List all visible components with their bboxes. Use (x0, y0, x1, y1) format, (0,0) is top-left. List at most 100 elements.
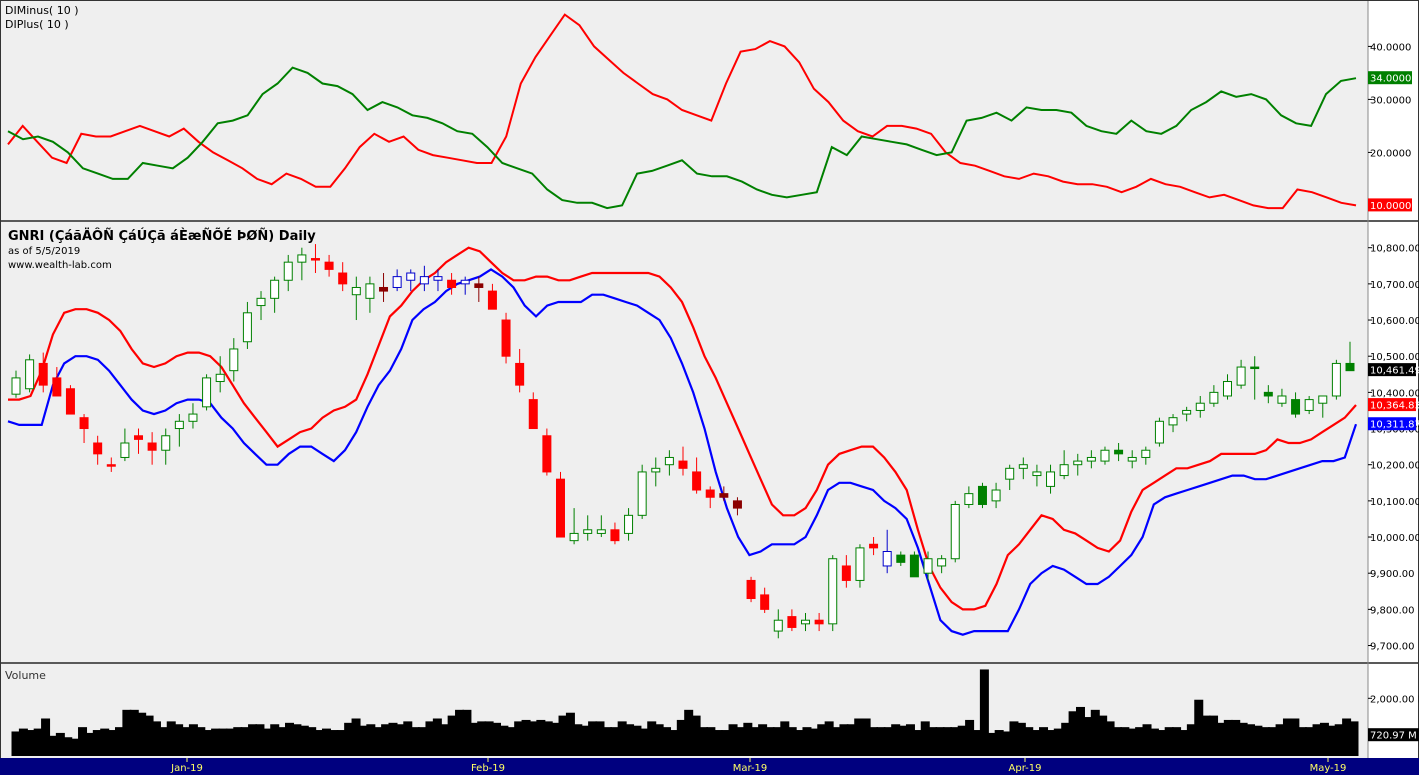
volume-bar (100, 728, 110, 756)
volume-bar (809, 728, 819, 756)
candle-body (447, 279, 457, 288)
date-label: Jan-19 (170, 763, 203, 774)
candle (773, 609, 783, 639)
candle (855, 544, 865, 588)
candle-body (324, 261, 334, 270)
volume-bar (1157, 730, 1167, 756)
candle-body (1277, 395, 1287, 404)
volume-bar (639, 728, 649, 756)
candle-body (896, 554, 906, 563)
candle (882, 529, 892, 574)
volume-bar (1112, 727, 1122, 756)
candle (25, 354, 35, 393)
candle-body (1250, 366, 1260, 370)
candle (351, 276, 361, 321)
candle (950, 500, 960, 563)
volume-bar (1105, 721, 1115, 756)
volume-bar (1312, 724, 1322, 756)
volume-bar (1201, 715, 1211, 756)
price-tick-label: 9,800.00 (1370, 605, 1415, 616)
volume-bar (832, 727, 842, 756)
volume-title: Volume (5, 669, 46, 682)
candle (746, 576, 756, 603)
candle (1222, 374, 1232, 400)
candle-body (487, 290, 497, 310)
last-value-badge (1368, 728, 1419, 742)
price-tick-label: 10,400.00 (1370, 388, 1419, 399)
volume-bar (455, 709, 465, 756)
volume-bar (92, 730, 102, 756)
candle (801, 612, 811, 632)
volume-bar (1319, 722, 1329, 756)
volume-bar (1016, 722, 1026, 756)
candle-body (610, 529, 620, 542)
candle (624, 508, 634, 541)
volume-bar (255, 724, 265, 756)
price-tick-label: 10,600.00 (1370, 316, 1419, 327)
volume-bar (41, 718, 51, 756)
volume-bar (469, 722, 479, 756)
candle-body (991, 489, 1001, 502)
candle-body (1059, 464, 1069, 477)
price-panel[interactable] (0, 222, 1368, 662)
candle (760, 587, 770, 613)
candle (555, 471, 565, 538)
candle (242, 301, 252, 349)
volume-bar (440, 724, 450, 756)
candle-body (841, 565, 851, 581)
candle-body (719, 493, 729, 498)
candle (270, 276, 280, 313)
volume-bar (632, 725, 642, 756)
volume-bar (285, 722, 295, 756)
volume-bar (521, 719, 531, 756)
volume-bar (972, 730, 982, 756)
volume-bar (211, 728, 221, 756)
candle-body (937, 558, 947, 567)
candle-body (351, 286, 361, 296)
candle-body (283, 261, 293, 281)
last-value-label: 10,461.49 (1370, 366, 1419, 377)
volume-bar (647, 721, 657, 756)
candle (814, 612, 824, 632)
volume-bar (1216, 722, 1226, 756)
candle-body (1291, 399, 1301, 415)
volume-bar (588, 721, 598, 756)
candle-body (310, 258, 320, 261)
volume-bar (1349, 721, 1359, 756)
volume-bar (698, 727, 708, 756)
volume-bar (1149, 728, 1159, 756)
candle-body (65, 388, 75, 415)
volume-bar (536, 719, 546, 756)
volume-bar (942, 727, 952, 756)
volume-bar (1327, 725, 1337, 756)
candle (229, 338, 239, 382)
volume-bar (928, 727, 938, 756)
candle (1236, 359, 1246, 389)
volume-bar (122, 709, 132, 756)
candle-body (270, 279, 280, 299)
last-value-badge (1368, 363, 1416, 377)
candle (1318, 395, 1328, 418)
candle-body (501, 319, 511, 357)
volume-bar (758, 724, 768, 756)
candle-body (460, 279, 470, 285)
volume-bar (891, 724, 901, 756)
candle-body (1263, 391, 1273, 397)
date-label: Feb-19 (471, 763, 505, 774)
legend-di-minus: DIMinus( 10 ) (5, 4, 79, 17)
indicator-tick-label: 20.0000 (1370, 148, 1411, 159)
volume-bar (839, 724, 849, 756)
volume-bar (307, 727, 317, 756)
candle (52, 367, 62, 397)
candle (1141, 446, 1151, 465)
candle (433, 269, 443, 292)
volume-bar (55, 732, 65, 756)
candle (678, 446, 688, 476)
volume-bar (514, 721, 524, 756)
candle (1304, 395, 1314, 415)
volume-bar (662, 727, 672, 756)
volume-bar (965, 719, 975, 756)
candle (1005, 464, 1015, 491)
candle-body (1345, 362, 1355, 372)
volume-bar (506, 727, 516, 756)
